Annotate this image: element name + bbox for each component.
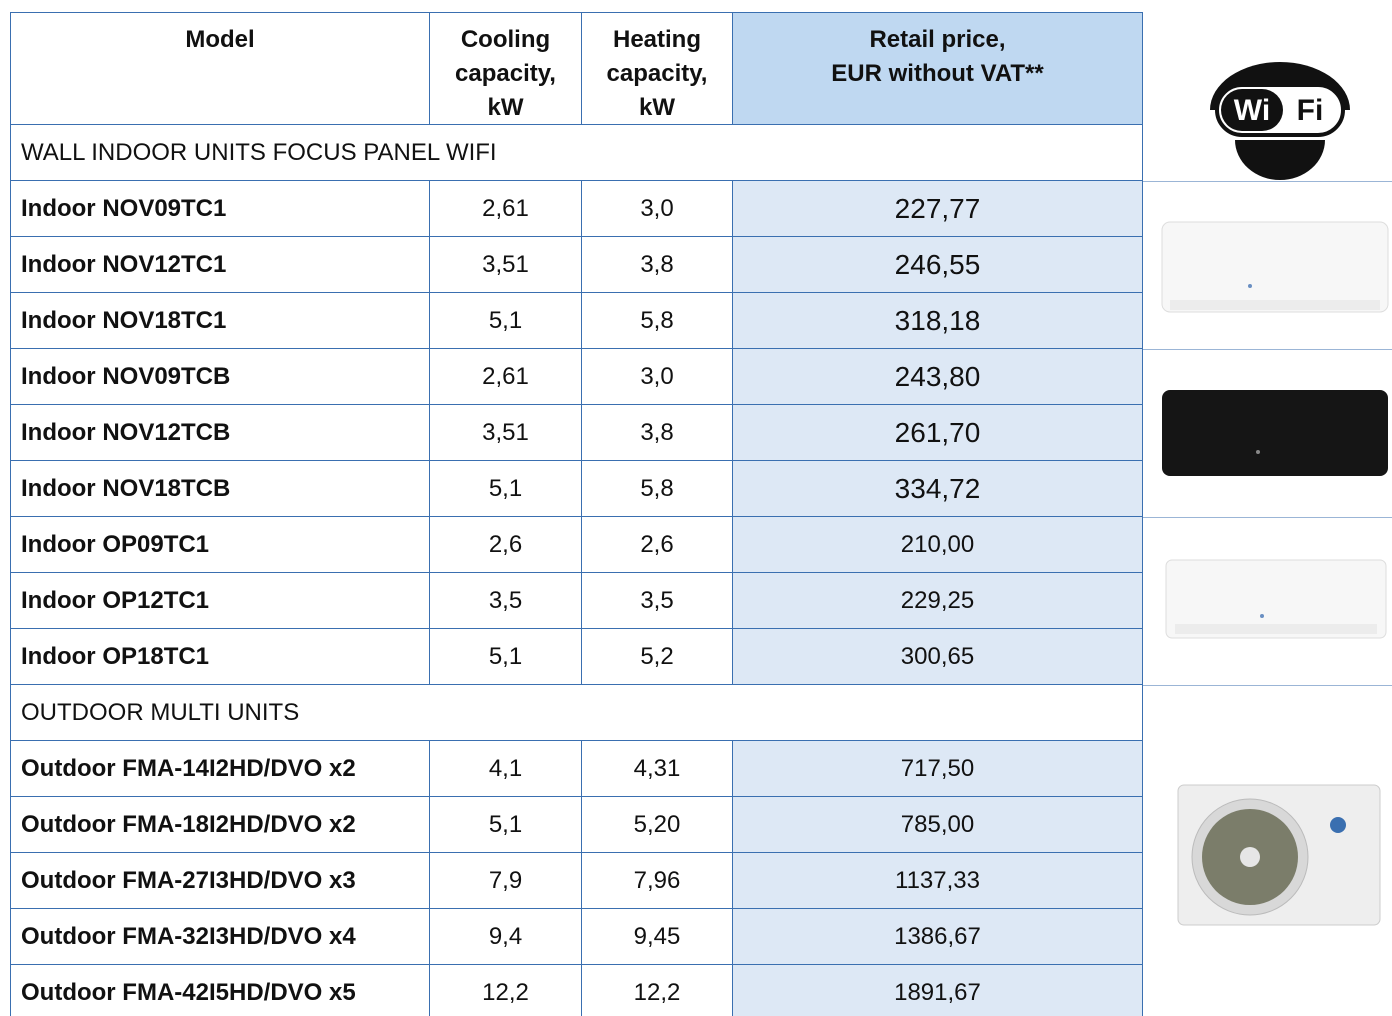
price: 243,80 <box>733 349 1143 405</box>
section-title: OUTDOOR MULTI UNITS <box>10 685 1143 741</box>
separator <box>1143 349 1392 350</box>
price: 246,55 <box>733 237 1143 293</box>
section-title: WALL INDOOR UNITS FOCUS PANEL WIFI <box>10 125 1143 181</box>
heating: 5,2 <box>582 629 733 685</box>
cooling: 5,1 <box>430 461 582 517</box>
model-name: Indoor OP09TC1 <box>10 517 430 573</box>
logo-text: Fi <box>1297 94 1324 127</box>
heating: 3,5 <box>582 573 733 629</box>
heating: 3,0 <box>582 349 733 405</box>
header-cell: Model <box>10 12 430 125</box>
price: 261,70 <box>733 405 1143 461</box>
heating: 3,0 <box>582 181 733 237</box>
price: 229,25 <box>733 573 1143 629</box>
price: 334,72 <box>733 461 1143 517</box>
heating: 3,8 <box>582 405 733 461</box>
heating: 9,45 <box>582 909 733 965</box>
cooling: 4,1 <box>430 741 582 797</box>
cooling: 5,1 <box>430 293 582 349</box>
price: 227,77 <box>733 181 1143 237</box>
model-name: Indoor OP18TC1 <box>10 629 430 685</box>
price: 210,00 <box>733 517 1143 573</box>
header-cell: Cooling capacity, kW <box>430 12 582 125</box>
black-indoor-unit <box>1162 390 1388 476</box>
model-name: Indoor NOV09TC1 <box>10 181 430 237</box>
price: 1386,67 <box>733 909 1143 965</box>
model-name: Outdoor FMA-14I2HD/DVO x2 <box>10 741 430 797</box>
heating: 12,2 <box>582 965 733 1016</box>
price: 300,65 <box>733 629 1143 685</box>
cooling: 5,1 <box>430 629 582 685</box>
outdoor-unit <box>1178 785 1380 925</box>
model-name: Outdoor FMA-32I3HD/DVO x4 <box>10 909 430 965</box>
separator <box>1143 685 1392 686</box>
model-name: Indoor NOV18TCB <box>10 461 430 517</box>
model-name: Indoor NOV18TC1 <box>10 293 430 349</box>
white-indoor-unit <box>1162 222 1388 312</box>
separator <box>1143 181 1392 182</box>
heating: 5,20 <box>582 797 733 853</box>
logo-text: Wi <box>1234 94 1270 127</box>
price: 318,18 <box>733 293 1143 349</box>
price: 1137,33 <box>733 853 1143 909</box>
model-name: Indoor NOV09TCB <box>10 349 430 405</box>
cooling: 2,61 <box>430 349 582 405</box>
header-cell: Heating capacity, kW <box>582 12 733 125</box>
cooling: 7,9 <box>430 853 582 909</box>
price-list: Wi Fi ModelCooling capacity, kWHeating c… <box>0 0 1392 1016</box>
cooling: 5,1 <box>430 797 582 853</box>
model-name: Indoor OP12TC1 <box>10 573 430 629</box>
header-cell: Retail price, EUR without VAT** <box>733 12 1143 125</box>
model-name: Outdoor FMA-18I2HD/DVO x2 <box>10 797 430 853</box>
model-name: Outdoor FMA-42I5HD/DVO x5 <box>10 965 430 1016</box>
white-indoor-unit <box>1166 560 1386 638</box>
cooling: 3,51 <box>430 237 582 293</box>
heating: 2,6 <box>582 517 733 573</box>
model-name: Indoor NOV12TCB <box>10 405 430 461</box>
separator <box>1143 517 1392 518</box>
model-name: Indoor NOV12TC1 <box>10 237 430 293</box>
heating: 4,31 <box>582 741 733 797</box>
price: 717,50 <box>733 741 1143 797</box>
price: 1891,67 <box>733 965 1143 1016</box>
heating: 3,8 <box>582 237 733 293</box>
cooling: 3,5 <box>430 573 582 629</box>
cooling: 9,4 <box>430 909 582 965</box>
heating: 5,8 <box>582 293 733 349</box>
heating: 5,8 <box>582 461 733 517</box>
heating: 7,96 <box>582 853 733 909</box>
wifi-logo: Wi Fi <box>1210 62 1350 180</box>
model-name: Outdoor FMA-27I3HD/DVO x3 <box>10 853 430 909</box>
cooling: 2,6 <box>430 517 582 573</box>
cooling: 2,61 <box>430 181 582 237</box>
cooling: 3,51 <box>430 405 582 461</box>
cooling: 12,2 <box>430 965 582 1016</box>
price: 785,00 <box>733 797 1143 853</box>
